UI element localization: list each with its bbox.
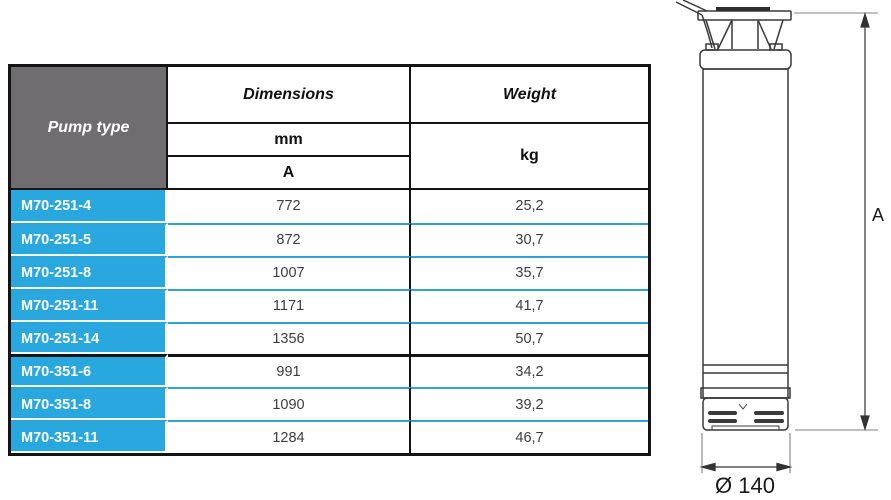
strainer-slot — [708, 411, 737, 415]
header-unit-kg: kg — [411, 124, 648, 190]
collar — [699, 49, 792, 70]
body — [702, 68, 789, 399]
pump-type-cell: M70-251-14 — [11, 321, 168, 355]
dimension-cell: 991 — [168, 354, 411, 388]
weight-cell: 50,7 — [411, 321, 648, 355]
pump-spec-table: Pump type Dimensions Weight mm kg A M70-… — [8, 64, 651, 456]
top-plate-strip — [716, 7, 770, 11]
strainer — [702, 397, 789, 431]
weight-cell: 39,2 — [411, 387, 648, 420]
strainer-foot-recess — [711, 425, 780, 430]
header-dimensions: Dimensions — [168, 67, 411, 124]
dimension-cell: 772 — [168, 190, 411, 223]
pump-type-cell: M70-351-6 — [11, 354, 168, 388]
pump-technical-drawing-icon: A Ø 140 — [675, 0, 884, 498]
pump-type-cell: M70-251-4 — [11, 190, 168, 223]
weight-cell: 30,7 — [411, 222, 648, 256]
weight-cell: 46,7 — [411, 420, 648, 453]
header-pump-type: Pump type — [11, 67, 168, 190]
arrow-right-icon — [776, 462, 793, 472]
cable-line — [682, 0, 708, 12]
height-dim-label: A — [872, 205, 884, 225]
weight-cell: 41,7 — [411, 288, 648, 322]
strainer-slot — [754, 419, 784, 423]
pump-type-cell: M70-251-8 — [11, 255, 168, 289]
cable-line — [701, 14, 713, 49]
dimension-cell: 872 — [168, 222, 411, 256]
support-leg — [717, 19, 733, 50]
dimension-cell: 1090 — [168, 387, 411, 421]
weight-cell: 34,2 — [411, 354, 648, 387]
pump-type-cell: M70-351-11 — [11, 420, 168, 453]
weight-cell: 25,2 — [515, 198, 544, 215]
dimension-cell: 1284 — [168, 420, 411, 453]
strainer-slot — [754, 411, 784, 415]
arrow-up-icon — [860, 11, 870, 28]
arrow-down-icon — [860, 415, 870, 432]
strainer-notch — [738, 403, 748, 410]
lower-band — [700, 387, 791, 399]
header-weight: Weight — [411, 67, 648, 124]
header-dim-a: A — [168, 157, 411, 190]
strainer-slot — [708, 419, 737, 423]
pump-type-cell: M70-251-5 — [11, 222, 168, 256]
pump-type-cell: M70-351-8 — [11, 387, 168, 421]
dimension-cell: 1171 — [168, 288, 411, 322]
support-center — [731, 20, 759, 49]
weight-cell: 35,7 — [411, 255, 648, 289]
diameter-dim-label: Ø 140 — [715, 473, 775, 498]
header-unit-mm: mm — [168, 124, 411, 157]
support-leg — [757, 19, 772, 50]
dimension-cell: 1007 — [168, 255, 411, 289]
arrow-left-icon — [699, 462, 716, 472]
dimension-cell: 1356 — [168, 321, 411, 355]
pump-type-cell: M70-251-11 — [11, 288, 168, 322]
top-plate — [697, 10, 792, 21]
